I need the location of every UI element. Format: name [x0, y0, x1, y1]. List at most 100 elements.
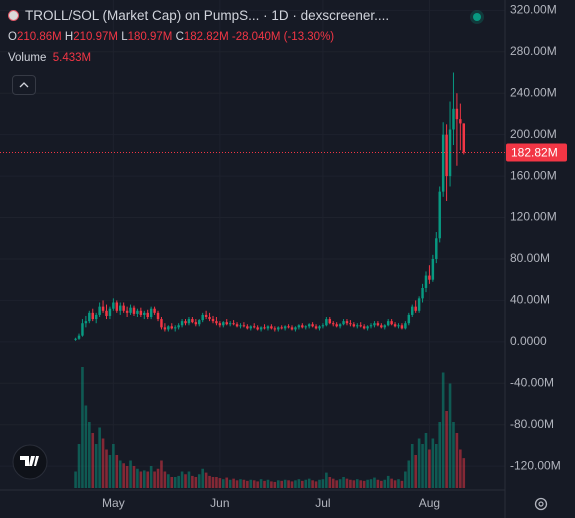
candle-body: [160, 319, 163, 328]
candle-body: [156, 312, 160, 320]
volume-bar: [225, 477, 229, 488]
candle-body: [407, 314, 411, 324]
volume-bar: [266, 479, 270, 488]
volume-bar: [400, 480, 404, 488]
volume-bar: [156, 468, 160, 488]
candle-body: [352, 324, 356, 327]
volume-bar: [235, 480, 239, 488]
candle-body: [105, 310, 108, 316]
volume-bar: [74, 471, 77, 488]
volume-bar: [297, 479, 301, 488]
candle-body: [455, 108, 459, 120]
volume-bar: [424, 433, 428, 488]
collapse-button[interactable]: [12, 75, 36, 95]
candle-body: [424, 275, 428, 288]
y-tick-label: 200.00M: [510, 127, 557, 141]
candle-body: [91, 312, 94, 320]
candle-body: [397, 325, 400, 327]
candle-body: [290, 327, 294, 330]
volume-bar: [146, 471, 150, 488]
volume-bar: [221, 479, 225, 488]
volume-bar: [132, 466, 136, 488]
candle-body: [331, 323, 335, 325]
candle-body: [462, 123, 466, 153]
candle-body: [256, 327, 259, 330]
volume-bar: [263, 480, 266, 488]
volume-bar: [373, 477, 376, 488]
candle-body: [345, 321, 349, 324]
volume-bar: [115, 455, 119, 488]
candle-body: [435, 238, 438, 259]
volume-bar: [352, 480, 356, 488]
candle-body: [77, 335, 81, 339]
volume-bar: [434, 444, 438, 488]
volume-bar: [452, 422, 455, 488]
candle-body: [321, 325, 325, 327]
volume-bar: [338, 479, 342, 488]
volume-bar: [390, 478, 393, 488]
y-tick-label: 240.00M: [510, 85, 557, 99]
volume-bar: [184, 474, 187, 488]
candle-body: [287, 326, 290, 328]
volume-bar: [355, 479, 359, 488]
volume-bar: [362, 480, 366, 488]
candle-body: [177, 325, 180, 328]
y-tick-label: 280.00M: [510, 44, 557, 58]
candle-body: [167, 326, 170, 330]
volume-bar: [290, 481, 294, 488]
candle-body: [153, 308, 156, 313]
volume-bar: [376, 479, 380, 488]
candle-body: [445, 134, 448, 177]
candle-body: [452, 108, 455, 130]
volume-bar: [345, 478, 349, 488]
volume-bar: [118, 460, 122, 488]
candle-body: [280, 327, 283, 329]
candle-body: [428, 275, 431, 280]
candle-body: [204, 314, 208, 317]
y-tick-label: 120.00M: [510, 210, 557, 224]
volume-bar: [187, 471, 191, 488]
candle-body: [441, 134, 445, 192]
ohlc-legend: O210.86M H210.97M L180.97M C182.82M -28.…: [8, 31, 334, 43]
volume-bar: [129, 460, 132, 488]
volume-bar: [335, 480, 338, 488]
price-label: 182.82M: [511, 146, 558, 160]
ohlc-key: H: [64, 31, 74, 43]
ohlc-key: L: [121, 31, 128, 43]
candle-body: [149, 308, 153, 317]
candle-body: [184, 321, 187, 324]
volume-bar: [455, 433, 459, 488]
candle-body: [74, 338, 77, 340]
volume-bar: [101, 438, 105, 488]
volume-bar: [215, 477, 218, 488]
candle-body: [225, 322, 228, 325]
candle-body: [143, 312, 146, 315]
candle-body: [201, 314, 204, 321]
volume-bar: [246, 480, 249, 488]
candle-body: [417, 298, 421, 311]
candle-body: [119, 305, 122, 311]
volume-value: 5.433M: [52, 52, 92, 64]
volume-bar: [301, 480, 304, 488]
volume-bar: [404, 471, 407, 488]
candle-body: [307, 324, 311, 327]
volume-bar: [208, 475, 211, 488]
volume-bar: [448, 383, 452, 488]
candle-body: [314, 326, 318, 329]
volume-bar: [177, 475, 180, 488]
candle-body: [136, 310, 139, 314]
candle-body: [362, 326, 366, 329]
candle-body: [180, 321, 184, 326]
candle-body: [459, 119, 462, 124]
candle-body: [393, 324, 397, 327]
volume-bar: [321, 479, 325, 488]
volume-bar: [407, 460, 411, 488]
candle-body: [301, 325, 304, 328]
candle-body: [98, 306, 101, 315]
volume-bar: [218, 478, 222, 488]
volume-bar: [314, 481, 318, 488]
volume-bar: [349, 479, 352, 488]
volume-bar: [287, 480, 290, 488]
candle-body: [438, 191, 441, 239]
